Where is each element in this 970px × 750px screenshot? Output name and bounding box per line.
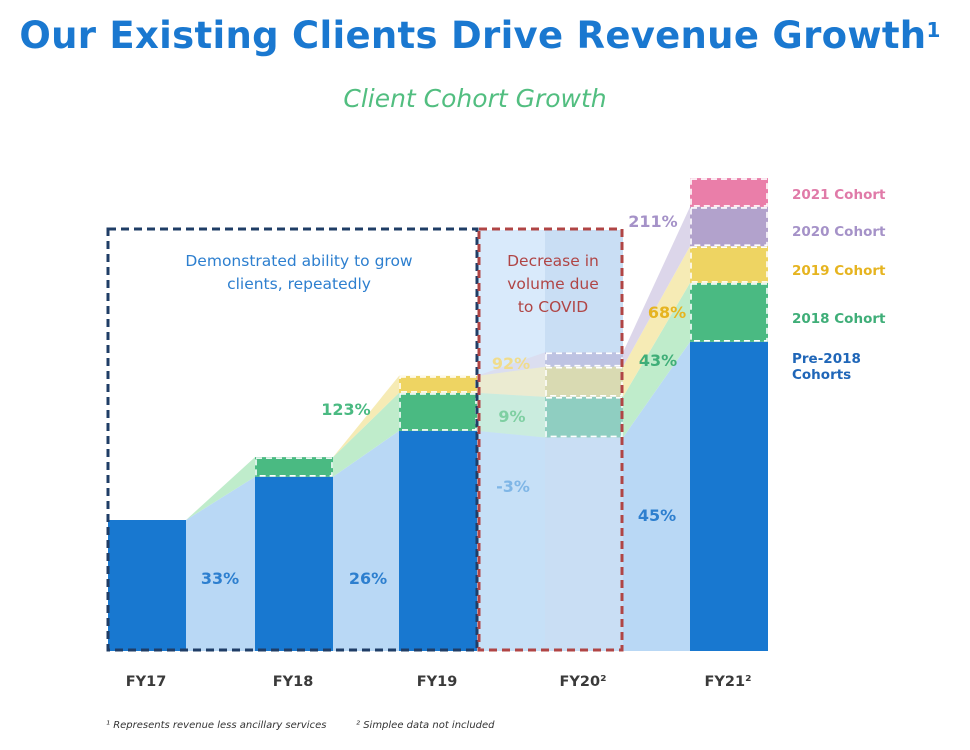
x-tick-fy18: FY18 (273, 674, 314, 690)
bar-fy21-pre-2018-cohorts (690, 341, 768, 651)
bar-dash-fy21-2021-cohort (690, 178, 768, 207)
bar-fy20-2019-cohort (545, 366, 623, 397)
annotation-text-0-line-0: Demonstrated ability to grow (185, 252, 413, 270)
bar-fy21-2020-cohort (690, 206, 768, 247)
page-title: Our Existing Clients Drive Revenue Growt… (19, 14, 941, 57)
footnote-2: ² Simplee data not included (356, 720, 495, 731)
x-tick-fy19: FY19 (417, 674, 458, 690)
bar-fy20-2020-cohort (545, 352, 623, 367)
flow-pre-2018-cohorts-fy20 (623, 341, 690, 651)
growth-label-pre-2018-cohorts-fy17: 33% (201, 569, 239, 588)
bar-fy19-2019-cohort (399, 375, 477, 393)
bar-dash-fy21-2018-cohort (690, 283, 768, 342)
growth-label-2018-cohort-fy20: 43% (639, 351, 677, 370)
growth-label-pre-2018-cohorts-fy20: 45% (638, 506, 676, 525)
legend-2020-cohort: 2020 Cohort (792, 224, 886, 240)
x-tick-fy17: FY17 (126, 674, 167, 690)
bar-dash-fy20-2019-cohort (545, 366, 623, 397)
growth-label-2019-cohort-fy20: 68% (648, 303, 686, 322)
legend-pre-2018-cohorts-line2: Cohorts (792, 367, 851, 383)
bar-fy21-2018-cohort (690, 282, 768, 342)
growth-label-2018-cohort-fy18: 123% (321, 400, 370, 419)
flow-2018-cohort-fy17 (186, 457, 255, 520)
bar-fy18-2018-cohort (255, 457, 333, 477)
growth-label-pre-2018-cohorts-fy18: 26% (349, 569, 387, 588)
bar-fy18-pre-2018-cohorts (255, 476, 333, 651)
chart-subtitle: Client Cohort Growth (343, 84, 607, 113)
bar-dash-fy18-2018-cohort (255, 457, 333, 477)
flow-2020-cohort-fy19 (477, 352, 545, 376)
bar-dash-fy21-2019-cohort (690, 246, 768, 283)
growth-label-2019-cohort-fy19: 92% (492, 354, 530, 373)
annotation-text-1-line-0: Decrease in (507, 252, 599, 270)
legend-2021-cohort: 2021 Cohort (792, 187, 886, 203)
legend-pre-2018-cohorts: Pre-2018 (792, 351, 861, 367)
legend-2019-cohort: 2019 Cohort (792, 263, 886, 279)
flow-2018-cohort-fy18 (333, 392, 399, 477)
annotation-box-covid (477, 227, 624, 652)
flow-2018-cohort-fy19 (477, 392, 545, 438)
x-tick-fy21: FY21² (705, 674, 752, 690)
growth-label-2020-cohort-fy20: 211% (628, 212, 677, 231)
annotation-text-1-line-1: volume due (507, 275, 599, 293)
annotation-text-0-line-1: clients, repeatedly (227, 275, 371, 293)
bar-fy19-2018-cohort (399, 392, 477, 431)
bar-fy17-pre-2018-cohorts (108, 520, 186, 651)
flow-2019-cohort-fy20 (623, 246, 690, 397)
bar-fy21-2019-cohort (690, 246, 768, 283)
flow-pre-2018-cohorts-fy17 (186, 476, 255, 651)
flow-2019-cohort-fy18 (333, 375, 399, 458)
annotation-box-growth (106, 227, 479, 652)
bar-fy19-pre-2018-cohorts (399, 430, 477, 651)
growth-label-2018-cohort-fy19: 9% (498, 407, 525, 426)
bar-fy20-2018-cohort (545, 396, 623, 438)
flow-pre-2018-cohorts-fy18 (333, 430, 399, 651)
flow-2019-cohort-fy19 (477, 366, 545, 397)
title-footnote-marker: 1 (926, 18, 941, 42)
growth-label-pre-2018-cohorts-fy19: -3% (496, 477, 530, 496)
bar-fy21-2021-cohort (690, 178, 768, 207)
flow-2020-cohort-fy20 (623, 206, 690, 367)
footnote-1: ¹ Represents revenue less ancillary serv… (106, 720, 327, 731)
annotation-text-1-line-2: to COVID (518, 298, 588, 316)
bar-dash-fy21-2020-cohort (690, 207, 768, 247)
covid-bar-shade (545, 230, 623, 651)
flow-pre-2018-cohorts-fy19 (477, 430, 545, 651)
legend-2018-cohort: 2018 Cohort (792, 311, 886, 327)
flow-2018-cohort-fy20 (623, 282, 690, 438)
x-tick-fy20: FY20² (560, 674, 607, 690)
